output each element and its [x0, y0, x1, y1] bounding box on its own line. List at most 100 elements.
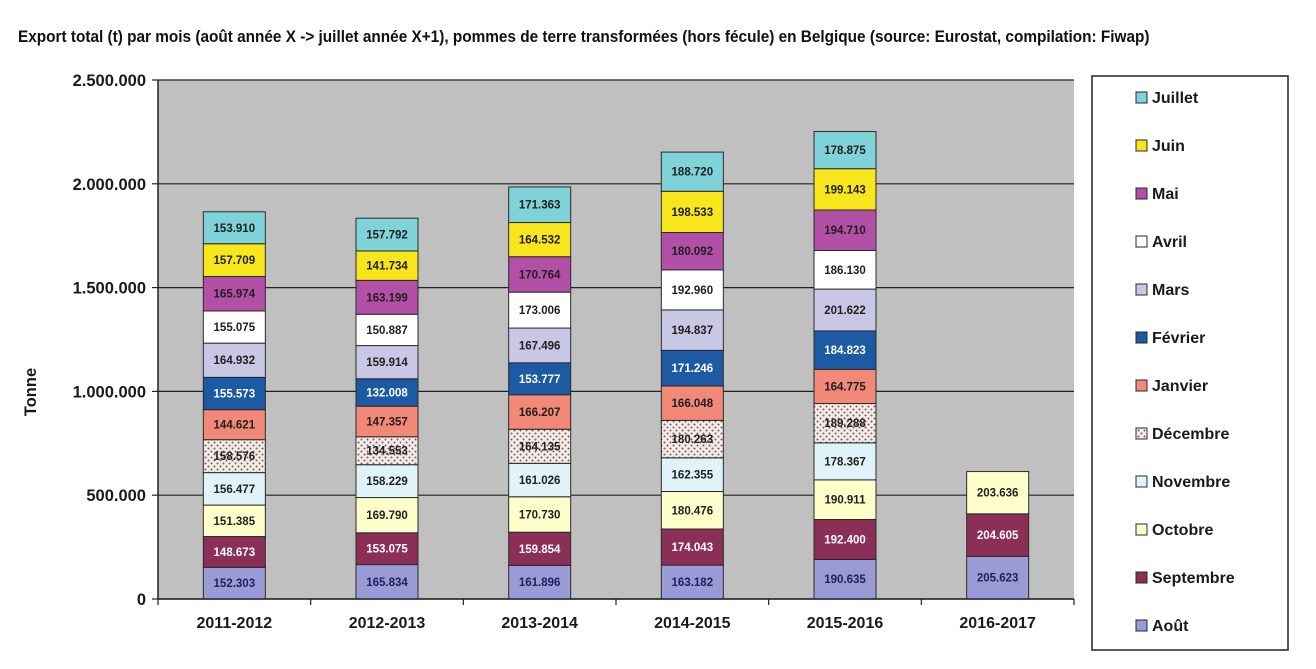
bar-segment: [660, 190, 724, 233]
data-label: 173.006: [519, 305, 561, 317]
bar-segment: [813, 288, 877, 332]
legend-label: Novembre: [1152, 474, 1230, 491]
bar-segment: [355, 279, 419, 315]
data-label: 165.974: [214, 289, 256, 301]
data-label: 134.553: [366, 446, 408, 458]
legend-swatch: [1135, 331, 1148, 344]
legend-swatch: [1135, 91, 1148, 104]
data-label: 159.854: [519, 544, 561, 556]
data-label: 153.777: [519, 374, 561, 386]
data-label: 201.622: [824, 305, 866, 317]
y-tick-label: 1.000.000: [73, 383, 146, 401]
bar-stack: 190.635 192.400 190.911 178.367 189.288 164.7…: [813, 131, 877, 600]
data-label: 158.229: [366, 476, 408, 488]
chart-title: Export total (t) par mois (août année X …: [18, 28, 1150, 46]
legend-label: Mai: [1152, 186, 1179, 203]
data-label: 192.400: [824, 534, 866, 546]
legend-swatch: [1135, 139, 1148, 152]
data-label: 178.367: [824, 456, 866, 468]
y-tick-label: 500.000: [86, 487, 146, 505]
bar-segment: [202, 342, 266, 378]
data-label: 159.914: [366, 357, 408, 369]
bar-stack: 205.623 204.605 203.636: [966, 471, 1030, 600]
data-label: 184.823: [824, 345, 866, 357]
data-label: 180.092: [672, 246, 714, 258]
bar-segment: [508, 564, 572, 600]
data-label: 178.875: [824, 145, 866, 157]
bar-segment: [813, 249, 877, 290]
bar-segment: [660, 349, 724, 387]
data-label: 180.263: [672, 434, 714, 446]
bar-segment: [813, 368, 877, 405]
legend-swatch: [1135, 283, 1148, 296]
data-label: 152.303: [214, 578, 256, 590]
bar-segment: [202, 376, 266, 411]
data-label: 204.605: [977, 530, 1019, 542]
data-label: 169.790: [366, 510, 408, 522]
x-tick-label: 2014-2015: [654, 615, 731, 632]
data-label: 153.075: [366, 544, 408, 556]
bar-segment: [355, 532, 419, 566]
legend-swatch: [1135, 619, 1148, 632]
legend-swatch: [1135, 571, 1148, 584]
data-label: 170.730: [519, 509, 561, 521]
bar-segment: [355, 378, 419, 407]
data-label: 155.573: [214, 389, 256, 401]
legend-label: Octobre: [1152, 522, 1213, 539]
bar-segment: [202, 409, 266, 441]
x-tick-label: 2015-2016: [807, 615, 884, 632]
bar-segment: [202, 439, 266, 474]
data-label: 180.476: [672, 505, 714, 517]
bar-segment: [508, 462, 572, 498]
data-label: 199.143: [824, 184, 866, 196]
data-label: 166.048: [672, 398, 714, 410]
data-label: 174.043: [672, 542, 714, 554]
x-tick-label: 2011-2012: [197, 615, 273, 632]
x-tick-label: 2012-2013: [349, 615, 426, 632]
legend-swatch: [1135, 427, 1148, 440]
data-label: 170.764: [519, 269, 561, 281]
data-label: 194.710: [824, 225, 866, 237]
bar-segment: [508, 291, 572, 329]
data-label: 166.207: [519, 407, 561, 419]
y-axis-label: Tonne: [22, 368, 40, 416]
data-label: 205.623: [977, 573, 1019, 585]
legend-label: Janvier: [1152, 378, 1208, 395]
data-label: 147.357: [366, 416, 408, 428]
bar-segment: [660, 564, 724, 600]
data-label: 164.775: [824, 381, 866, 393]
bar-segment: [202, 211, 266, 245]
data-label: 161.026: [519, 475, 561, 487]
data-label: 161.896: [519, 577, 561, 589]
data-label: 144.621: [214, 420, 256, 432]
data-label: 190.635: [824, 574, 866, 586]
bar-segment: [508, 222, 572, 258]
bar-segment: [660, 309, 724, 351]
data-label: 157.792: [366, 230, 408, 242]
data-label: 203.636: [977, 488, 1019, 500]
bar-segment: [355, 497, 419, 534]
data-label: 141.734: [366, 261, 408, 273]
data-label: 171.363: [519, 200, 561, 212]
data-label: 198.533: [672, 207, 714, 219]
bar-stack: 163.182 174.043 180.476 162.355 180.263 166.0…: [660, 151, 724, 600]
y-tick-label: 2.500.000: [73, 72, 146, 90]
legend-swatch: [1135, 187, 1148, 200]
bar-segment: [813, 479, 877, 520]
data-label: 158.576: [214, 451, 256, 463]
data-label: 167.496: [519, 340, 561, 352]
plot-area: [158, 80, 1074, 599]
legend-label: Avril: [1152, 234, 1187, 251]
legend-box: [1091, 75, 1289, 651]
legend-swatch: [1135, 475, 1148, 488]
data-label: 162.355: [672, 470, 714, 482]
data-label: 165.834: [366, 577, 408, 589]
x-axis: 2011-2012 2012-2013 2013-2014 2014-2015 2015…: [157, 598, 1075, 632]
bar-segment: [813, 442, 877, 481]
data-label: 151.385: [214, 516, 256, 528]
data-label: 171.246: [672, 363, 714, 375]
bar-segment: [966, 555, 1030, 600]
bar-stack: 165.834 153.075 169.790 158.229 134.553 147.3…: [355, 217, 419, 600]
legend: Juillet Juin Mai Avril Mars Février Janvier Déc…: [1091, 75, 1289, 651]
bar-segment: [202, 243, 266, 277]
